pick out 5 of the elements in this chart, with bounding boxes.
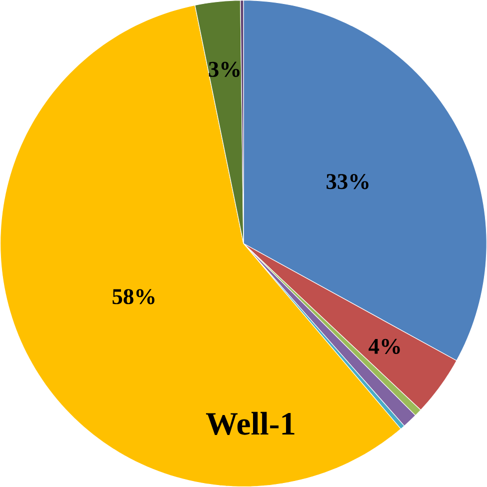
data-label: 4% xyxy=(368,338,400,354)
data-label: 58% xyxy=(112,289,154,304)
data-label: 3% xyxy=(208,62,240,77)
text: Well-1 xyxy=(206,412,294,436)
data-label: 33% xyxy=(326,174,368,190)
